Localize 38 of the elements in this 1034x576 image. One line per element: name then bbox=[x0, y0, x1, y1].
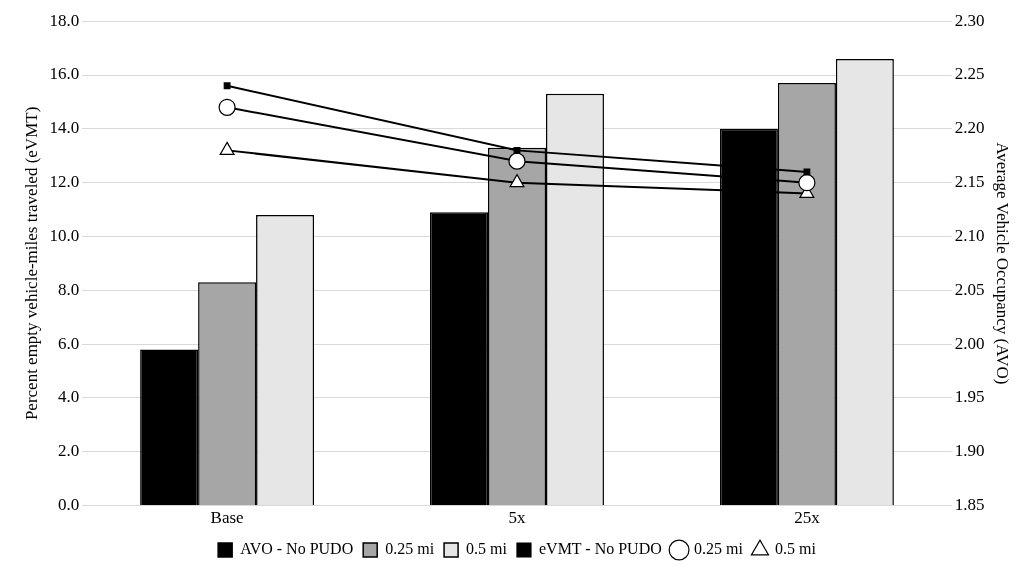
point bbox=[508, 152, 526, 170]
y-tick-label: 10.0 bbox=[49, 225, 80, 245]
y2-tick-label: 1.90 bbox=[954, 441, 985, 461]
legend-label: 0.25 mi bbox=[385, 540, 435, 558]
legend-label: AVO - No PUDO bbox=[240, 540, 354, 558]
y-tick-label: 12.0 bbox=[49, 172, 80, 192]
y2-tick-label: 2.20 bbox=[954, 118, 985, 138]
y-tick-label: 14.0 bbox=[49, 118, 80, 138]
y-tick-label: 2.0 bbox=[57, 441, 80, 461]
y2-tick-label: 1.85 bbox=[954, 495, 985, 515]
x-tick-label: 5x bbox=[508, 508, 526, 528]
legend-label: 0.5 mi bbox=[774, 540, 817, 558]
x-tick-label: Base bbox=[210, 508, 244, 528]
x-tick-label: 25x bbox=[794, 508, 821, 528]
y2-tick-label: 2.00 bbox=[954, 333, 985, 353]
point bbox=[803, 168, 811, 176]
y-tick-label: 4.0 bbox=[57, 387, 80, 407]
y-axis-title: Percent empty vehicle-miles traveled (eVMT) bbox=[21, 106, 41, 421]
y2-axis-title: Average Vehicle Occupancy (AVO) bbox=[993, 142, 1013, 385]
legend-label: eVMT - No PUDO bbox=[538, 540, 662, 558]
y-tick-label: 6.0 bbox=[57, 333, 80, 353]
y2-tick-label: 2.30 bbox=[954, 10, 985, 30]
y-tick-label: 16.0 bbox=[49, 64, 80, 84]
y2-tick-label: 2.05 bbox=[954, 279, 985, 299]
point bbox=[513, 146, 521, 154]
point bbox=[219, 141, 235, 155]
y2-tick-label: 2.25 bbox=[954, 64, 985, 84]
y2-tick-label: 2.15 bbox=[954, 172, 985, 192]
point bbox=[798, 174, 816, 192]
y-tick-label: 0.0 bbox=[57, 495, 80, 515]
y2-tick-label: 2.10 bbox=[954, 225, 985, 245]
point bbox=[509, 174, 525, 188]
y-tick-label: 18.0 bbox=[49, 10, 80, 30]
legend-label: 0.25 mi bbox=[694, 540, 744, 558]
y-tick-label: 8.0 bbox=[57, 279, 80, 299]
point bbox=[223, 82, 231, 90]
y2-tick-label: 1.95 bbox=[954, 387, 985, 407]
legend-label: 0.5 mi bbox=[466, 540, 508, 558]
